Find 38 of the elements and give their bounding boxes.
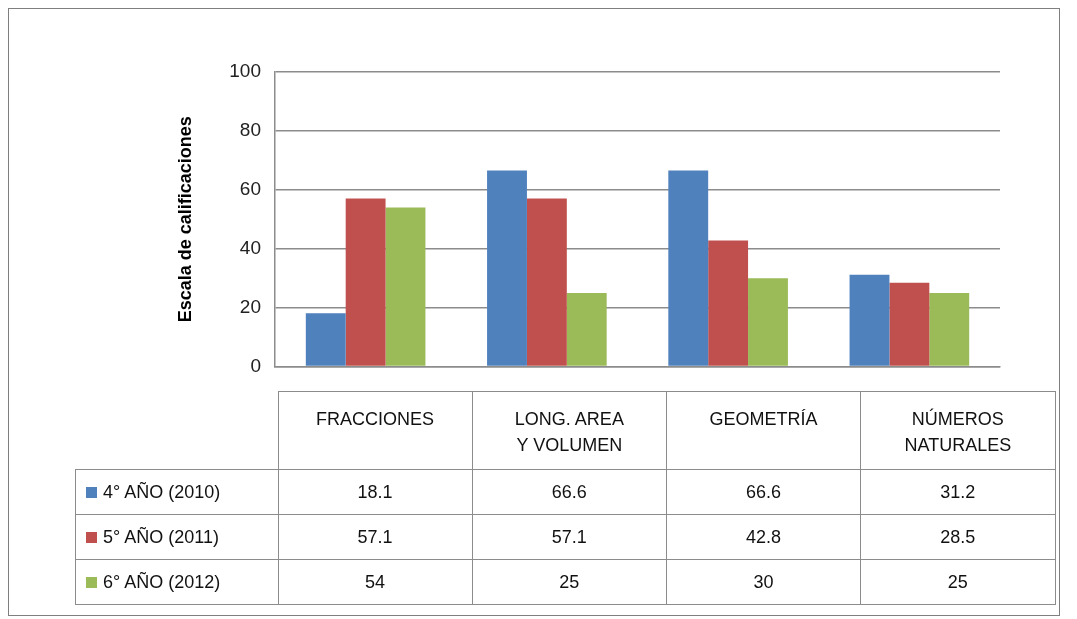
legend-label: 5° AÑO (2011) <box>103 526 219 547</box>
data-label: 30 <box>666 559 861 605</box>
y-tick-label: 0 <box>250 354 261 376</box>
data-label: 66.6 <box>472 469 667 515</box>
y-tick-label: 40 <box>239 236 261 258</box>
x-tick-label: FRACCIONES <box>278 391 473 470</box>
bar <box>345 198 386 366</box>
bar <box>748 278 788 366</box>
bar <box>305 313 346 366</box>
bar <box>849 274 890 366</box>
data-label: 25 <box>472 559 667 605</box>
data-label: 31.2 <box>860 469 1055 515</box>
data-label: 54 <box>278 559 473 605</box>
y-axis-title: Escala de calificaciones <box>174 116 195 323</box>
bar <box>526 198 567 366</box>
bar <box>708 240 749 366</box>
data-label: 57.1 <box>278 514 473 560</box>
x-tick-label: GEOMETRÍA <box>666 391 861 470</box>
bar <box>889 282 930 366</box>
data-label: 25 <box>860 559 1055 605</box>
y-tick-label: 100 <box>229 60 261 82</box>
bar <box>566 292 607 366</box>
bar <box>929 292 970 366</box>
x-tick-label: NÚMEROS NATURALES <box>860 391 1055 470</box>
data-label: 42.8 <box>666 514 861 560</box>
data-label: 66.6 <box>666 469 861 515</box>
bar <box>385 207 426 366</box>
legend-label: 6° AÑO (2012) <box>103 571 221 592</box>
data-label: 18.1 <box>278 469 473 515</box>
data-label: 57.1 <box>472 514 667 560</box>
y-tick-label: 20 <box>239 295 261 317</box>
y-tick-label: 60 <box>239 178 261 200</box>
data-label: 28.5 <box>860 514 1055 560</box>
bar <box>668 170 709 366</box>
y-tick-label: 80 <box>239 119 261 141</box>
x-tick-label: LONG. AREA Y VOLUMEN <box>472 391 667 470</box>
bar <box>487 170 527 366</box>
legend-label: 4° AÑO (2010) <box>103 481 221 502</box>
